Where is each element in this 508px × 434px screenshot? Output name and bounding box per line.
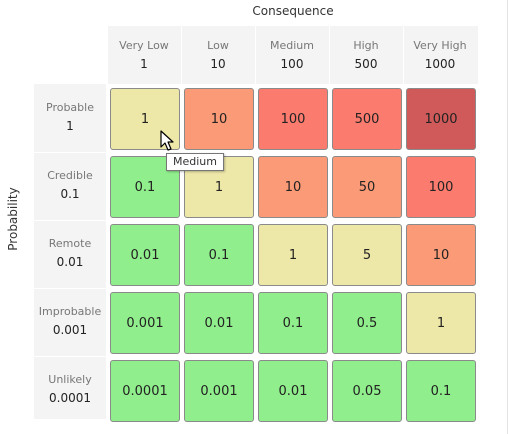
row-header-value: 1 [66,119,74,133]
column-header-band [108,26,478,84]
row-header-label: Unlikely [48,373,92,386]
risk-cell-value: 1 [140,111,150,127]
column-header-label: Very High [413,39,467,52]
risk-cell-value: 0.1 [134,179,156,195]
risk-cell[interactable]: 500 [332,88,402,150]
row-header-label: Probable [46,101,94,114]
risk-cell[interactable]: 0.5 [332,292,402,354]
risk-cell-value: 100 [280,111,306,127]
risk-cell-value: 0.01 [278,383,308,399]
column-divider [255,26,256,84]
row-header-improbable: Improbable 0.001 [34,290,106,356]
column-header-label: Very Low [119,39,169,52]
risk-cell-value: 0.01 [204,315,234,331]
row-header-probable: Probable 1 [34,86,106,152]
risk-cell-value: 0.001 [200,383,238,399]
column-header-label: High [353,39,379,52]
risk-cell[interactable]: 10 [184,88,254,150]
risk-cell[interactable]: 10 [258,156,328,218]
column-header-value: 500 [354,57,378,71]
risk-cell-value: 0.1 [430,383,452,399]
risk-cell[interactable]: 1 [258,224,328,286]
risk-cell-value: 10 [284,179,302,195]
column-header-very-high: Very High 1000 [404,26,476,84]
row-header-label: Remote [48,237,92,250]
risk-cell-value: 5 [362,247,372,263]
column-header-low: Low 10 [182,26,254,84]
column-header-value: 10 [210,57,226,71]
risk-cell[interactable]: 1000 [406,88,476,150]
risk-cell[interactable]: 1 [406,292,476,354]
risk-cell-value: 0.1 [282,315,304,331]
row-header-unlikely: Unlikely 0.0001 [34,358,106,424]
risk-cell-value: 1 [436,315,446,331]
risk-cell-value: 1 [288,247,298,263]
risk-cell[interactable]: 0.1 [184,224,254,286]
risk-cell-value: 10 [432,247,450,263]
risk-cell-value: 1000 [424,111,458,127]
risk-cell[interactable]: 0.1 [406,360,476,422]
cell-tooltip: Medium [166,153,224,171]
risk-cell-value: 0.05 [352,383,382,399]
risk-cell-value: 100 [428,179,454,195]
risk-cell[interactable]: 50 [332,156,402,218]
column-header-medium: Medium 100 [256,26,328,84]
column-header-label: Medium [270,39,314,52]
column-header-value: 1000 [424,57,456,71]
risk-cell-value: 500 [354,111,380,127]
risk-cell[interactable]: 0.1 [110,156,180,218]
row-header-label: Improbable [38,305,102,318]
column-header-value: 1 [140,57,148,71]
risk-cell-value: 0.0001 [122,383,168,399]
risk-cell-value: 0.01 [130,247,160,263]
row-header-remote: Remote 0.01 [34,222,106,288]
risk-cell[interactable]: 0.1 [258,292,328,354]
risk-cell-value: 0.001 [126,315,164,331]
risk-cell[interactable]: 5 [332,224,402,286]
risk-cell[interactable]: 0.01 [258,360,328,422]
risk-cell-value: 0.5 [356,315,378,331]
risk-cell[interactable]: 0.001 [110,292,180,354]
risk-cell[interactable]: 0.001 [184,360,254,422]
risk-cell-value: 10 [210,111,228,127]
row-header-label: Credible [47,169,93,182]
column-header-high: High 500 [330,26,402,84]
risk-cell[interactable]: 100 [258,88,328,150]
risk-cell-value: 0.1 [208,247,230,263]
column-header-value: 100 [280,57,304,71]
risk-cell[interactable]: 0.01 [184,292,254,354]
mouse-pointer-icon [160,130,174,151]
row-header-value: 0.01 [56,255,84,269]
column-divider [181,26,182,84]
column-header-very-low: Very Low 1 [108,26,180,84]
row-divider [34,152,106,153]
row-header-credible: Credible 0.1 [34,154,106,220]
row-divider [34,220,106,221]
risk-cell[interactable]: 100 [406,156,476,218]
risk-cell[interactable]: 10 [406,224,476,286]
risk-cell-value: 1 [214,179,224,195]
row-divider [34,356,106,357]
risk-cell[interactable]: 0.0001 [110,360,180,422]
column-divider [329,26,330,84]
consequence-axis-title: Consequence [252,4,334,18]
risk-cell[interactable]: 0.05 [332,360,402,422]
column-header-label: Low [207,39,229,52]
risk-cell-value: 50 [358,179,376,195]
row-header-value: 0.0001 [49,391,91,405]
risk-cell[interactable]: 0.01 [110,224,180,286]
column-divider [403,26,404,84]
row-header-band [34,84,106,419]
row-header-value: 0.001 [52,323,88,337]
row-header-value: 0.1 [60,187,80,201]
probability-axis-title: Probability [6,187,20,251]
row-divider [34,288,106,289]
